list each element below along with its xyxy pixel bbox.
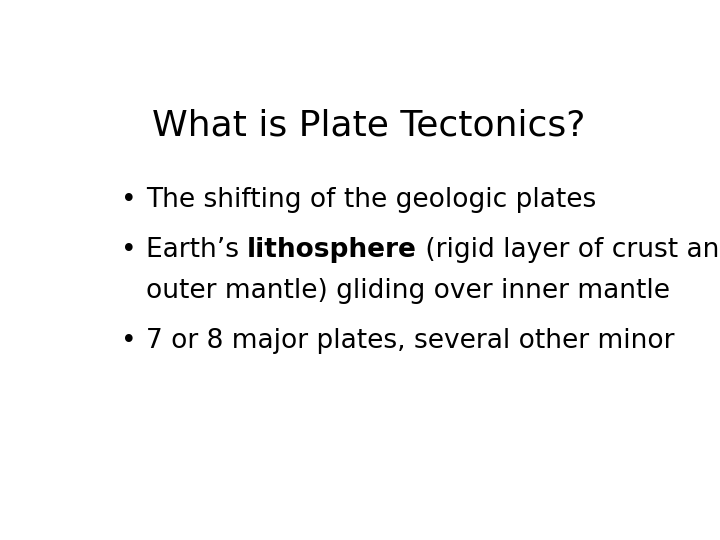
Text: What is Plate Tectonics?: What is Plate Tectonics?: [153, 108, 585, 142]
Text: outer mantle) gliding over inner mantle: outer mantle) gliding over inner mantle: [145, 279, 670, 305]
Text: •: •: [121, 187, 137, 213]
Text: 7 or 8 major plates, several other minor: 7 or 8 major plates, several other minor: [145, 328, 675, 354]
Text: (rigid layer of crust and: (rigid layer of crust and: [417, 237, 720, 263]
Text: •: •: [121, 237, 137, 263]
Text: •: •: [121, 328, 137, 354]
Text: Earth’s: Earth’s: [145, 237, 247, 263]
Text: lithosphere: lithosphere: [247, 237, 417, 263]
Text: The shifting of the geologic plates: The shifting of the geologic plates: [145, 187, 596, 213]
